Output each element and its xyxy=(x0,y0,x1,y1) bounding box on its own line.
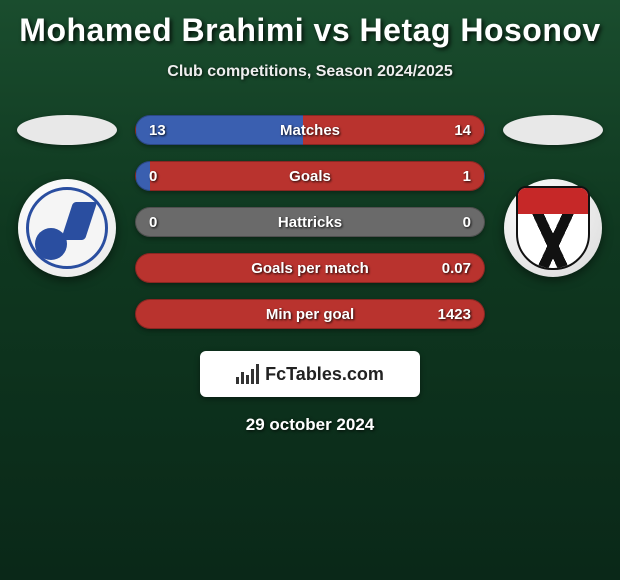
content-row: 13 Matches 14 0 Goals 1 0 Hattricks 0 Goals per m… xyxy=(8,115,612,329)
vs-text: vs xyxy=(314,12,351,48)
badge-stripe-icon xyxy=(61,202,97,240)
shield-top xyxy=(518,188,588,214)
page-title: Mohamed Brahimi vs Hetag Hosonov xyxy=(8,12,612,49)
player1-chip xyxy=(17,115,117,145)
left-side xyxy=(17,115,117,277)
stat-right-value: 0 xyxy=(437,214,471,231)
stat-row: 0 Hattricks 0 xyxy=(135,207,485,237)
club-badge-inner xyxy=(26,187,108,269)
stat-label: Min per goal xyxy=(266,306,354,323)
stat-row: Min per goal 1423 xyxy=(135,299,485,329)
bar-chart-icon xyxy=(236,364,259,384)
player1-name: Mohamed Brahimi xyxy=(19,12,304,48)
stat-label: Goals xyxy=(289,168,331,185)
stat-right-value: 0.07 xyxy=(437,260,471,277)
stat-row: 0 Goals 1 xyxy=(135,161,485,191)
stat-left-value: 0 xyxy=(149,214,183,231)
subtitle: Club competitions, Season 2024/2025 xyxy=(8,63,612,81)
stat-label: Goals per match xyxy=(251,260,369,277)
stat-row: 13 Matches 14 xyxy=(135,115,485,145)
stat-right-value: 14 xyxy=(437,122,471,139)
stat-left-value: 13 xyxy=(149,122,183,139)
stat-label: Hattricks xyxy=(278,214,342,231)
player1-club-badge xyxy=(18,179,116,277)
player2-club-badge xyxy=(504,179,602,277)
footer-date: 29 october 2024 xyxy=(8,415,612,435)
comparison-card: Mohamed Brahimi vs Hetag Hosonov Club co… xyxy=(0,0,620,435)
stat-left-value: 0 xyxy=(149,168,183,185)
branding-text: FcTables.com xyxy=(265,364,384,385)
stat-right-value: 1 xyxy=(437,168,471,185)
player2-chip xyxy=(503,115,603,145)
player2-name: Hetag Hosonov xyxy=(360,12,601,48)
stats-column: 13 Matches 14 0 Goals 1 0 Hattricks 0 Goals per m… xyxy=(135,115,485,329)
stat-label: Matches xyxy=(280,122,340,139)
club-shield-icon xyxy=(516,186,590,270)
stat-right-value: 1423 xyxy=(437,306,471,323)
branding-box: FcTables.com xyxy=(200,351,420,397)
stat-row: Goals per match 0.07 xyxy=(135,253,485,283)
right-side xyxy=(503,115,603,277)
badge-ball-icon xyxy=(35,228,67,260)
shield-stripes xyxy=(518,214,588,270)
